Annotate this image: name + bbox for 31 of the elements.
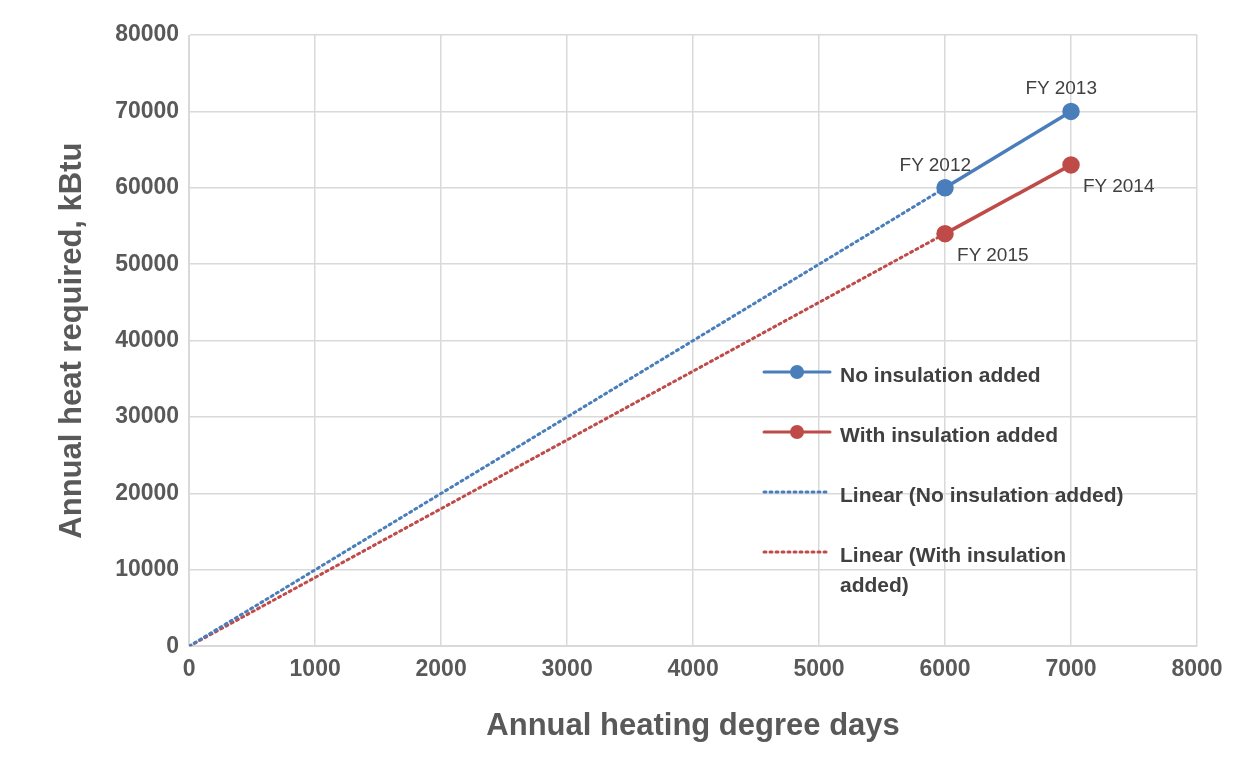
x-tick-label: 6000: [919, 655, 971, 682]
x-tick-label: 4000: [667, 655, 719, 682]
y-tick-label: 80000: [115, 20, 180, 47]
x-tick-label: 8000: [1171, 655, 1223, 682]
y-tick-label: 70000: [115, 96, 180, 123]
data-label: FY 2015: [957, 243, 1029, 266]
legend-label: No insulation added: [840, 362, 1041, 388]
legend-label: With insulation added: [840, 422, 1058, 448]
point: [1062, 156, 1080, 174]
legend-label: Linear (No insulation added): [840, 482, 1124, 508]
legend-label: Linear (With insulation added): [840, 542, 1068, 598]
y-tick-label: 0: [166, 631, 180, 658]
data-label: FY 2014: [1083, 174, 1155, 197]
point: [936, 179, 954, 197]
y-tick-label: 50000: [115, 249, 180, 276]
y-tick-label: 30000: [115, 402, 180, 429]
y-tick-label: 20000: [115, 478, 180, 505]
data-label: FY 2013: [1025, 77, 1097, 100]
y-tick-label: 40000: [115, 325, 180, 352]
x-tick-label: 2000: [415, 655, 467, 682]
x-tick-label: 3000: [541, 655, 593, 682]
point: [1062, 102, 1080, 121]
x-axis-title: Annual heating degree days: [486, 706, 900, 742]
y-axis-title: Annual heat required, kBtu: [53, 142, 89, 539]
point: [936, 224, 954, 243]
x-tick-label: 1000: [289, 655, 341, 682]
data-label: FY 2012: [899, 153, 972, 176]
y-tick-label: 10000: [115, 555, 180, 582]
x-tick-label: 5000: [793, 655, 845, 682]
y-tick-label: 60000: [115, 173, 180, 200]
x-tick-label: 7000: [1045, 655, 1097, 682]
